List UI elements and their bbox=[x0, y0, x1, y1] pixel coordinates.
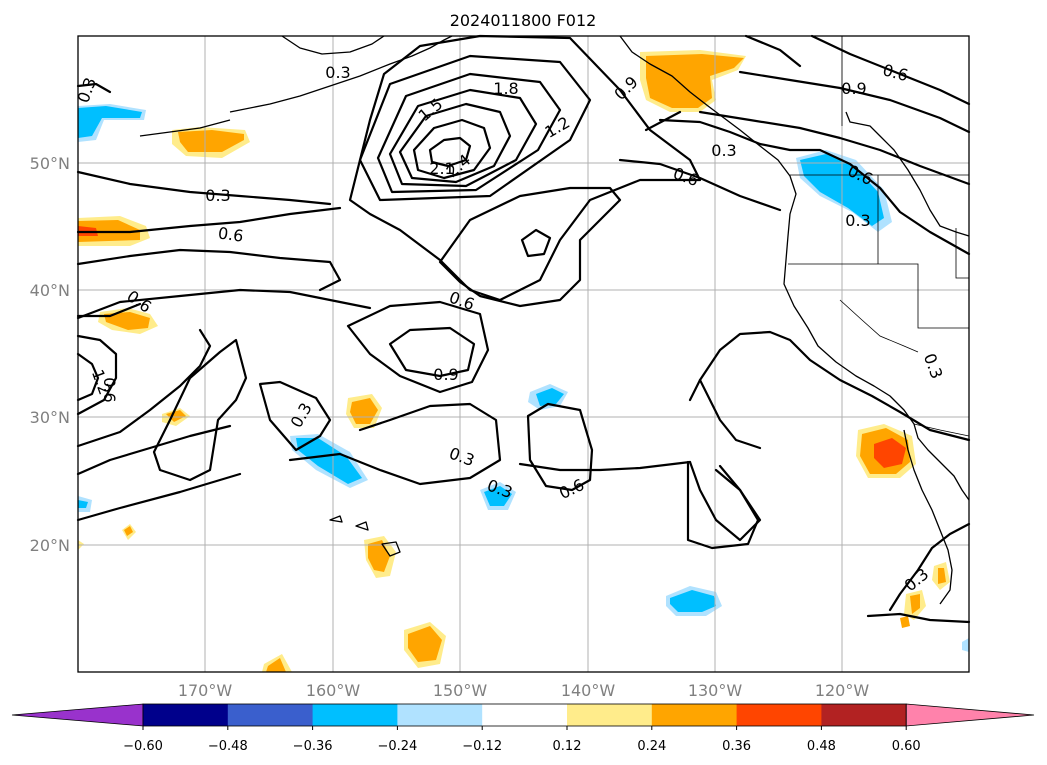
contour-label: 0.3 bbox=[711, 141, 736, 160]
map-title: 2024011800 F012 bbox=[450, 11, 597, 30]
political-borders bbox=[788, 36, 970, 437]
contour-label: 0.3 bbox=[205, 186, 230, 205]
colorbar: −0.60 −0.48 −0.36 −0.24 −0.12 0.12 0.24 0.36 0.4… bbox=[11, 703, 1035, 754]
colorbar-tick-label: 0.48 bbox=[807, 739, 836, 754]
shaded-anomalies bbox=[78, 50, 969, 672]
colorbar-tick-label: 0.24 bbox=[637, 739, 666, 754]
lon-label: 140°W bbox=[561, 681, 616, 700]
colorbar-tick-label: 0.36 bbox=[722, 739, 751, 754]
lat-label: 20°N bbox=[30, 536, 70, 555]
colorbar-segment bbox=[567, 704, 653, 726]
contour-label: 1.8 bbox=[493, 79, 518, 98]
anomaly-contours bbox=[76, 34, 971, 624]
map-plot-area: 0.3 0.3 1.5 1.8 2.1 2.4 1.2 0.9 0.6 0.3 … bbox=[74, 34, 971, 673]
map-frame bbox=[77, 35, 970, 673]
colorbar-tick-labels: −0.60 −0.48 −0.36 −0.24 −0.12 0.12 0.24 0.36 0.4… bbox=[123, 726, 921, 754]
colorbar-segment bbox=[821, 704, 907, 726]
colorbar-segment bbox=[143, 704, 229, 726]
contour-label: 0.9 bbox=[841, 79, 866, 98]
lat-label: 40°N bbox=[30, 281, 70, 300]
lon-label: 150°W bbox=[433, 681, 488, 700]
lon-label: 130°W bbox=[688, 681, 743, 700]
colorbar-segment bbox=[651, 704, 738, 726]
colorbar-extend-high bbox=[905, 703, 1035, 727]
map-gridlines bbox=[78, 36, 969, 672]
colorbar-tick-label: −0.48 bbox=[208, 739, 248, 754]
longitude-labels: 170°W 160°W 150°W 140°W 130°W 120°W bbox=[178, 681, 870, 700]
contour-label: 2.1 bbox=[429, 159, 454, 178]
lat-label: 30°N bbox=[30, 408, 70, 427]
colorbar-tick-label: −0.60 bbox=[123, 739, 163, 754]
colorbar-tick-label: 0.12 bbox=[553, 739, 582, 754]
contour-label: 0.3 bbox=[845, 211, 870, 230]
lon-label: 170°W bbox=[178, 681, 233, 700]
colorbar-segment bbox=[482, 704, 568, 726]
colorbar-segment bbox=[736, 704, 822, 726]
colorbar-segments bbox=[11, 703, 1035, 727]
contour-label: 0.6 bbox=[100, 377, 119, 402]
lat-label: 50°N bbox=[30, 154, 70, 173]
contour-label: 0.3 bbox=[325, 63, 350, 82]
colorbar-tick-label: −0.36 bbox=[293, 739, 333, 754]
colorbar-segment bbox=[312, 704, 398, 726]
colorbar-extend-low bbox=[11, 703, 144, 727]
lon-label: 160°W bbox=[306, 681, 361, 700]
colorbar-tick-label: −0.24 bbox=[377, 739, 417, 754]
lon-label: 120°W bbox=[815, 681, 870, 700]
colorbar-segment bbox=[397, 704, 483, 726]
latitude-labels: 50°N 40°N 30°N 20°N bbox=[30, 154, 70, 555]
contour-label: 0.6 bbox=[217, 223, 245, 245]
colorbar-tick-label: −0.12 bbox=[462, 739, 502, 754]
positive-anomaly-shading bbox=[78, 50, 950, 672]
colorbar-segment bbox=[227, 704, 314, 726]
colorbar-frame bbox=[142, 703, 907, 727]
contour-label: 0.9 bbox=[433, 365, 458, 384]
colorbar-tick-label: 0.60 bbox=[892, 739, 921, 754]
